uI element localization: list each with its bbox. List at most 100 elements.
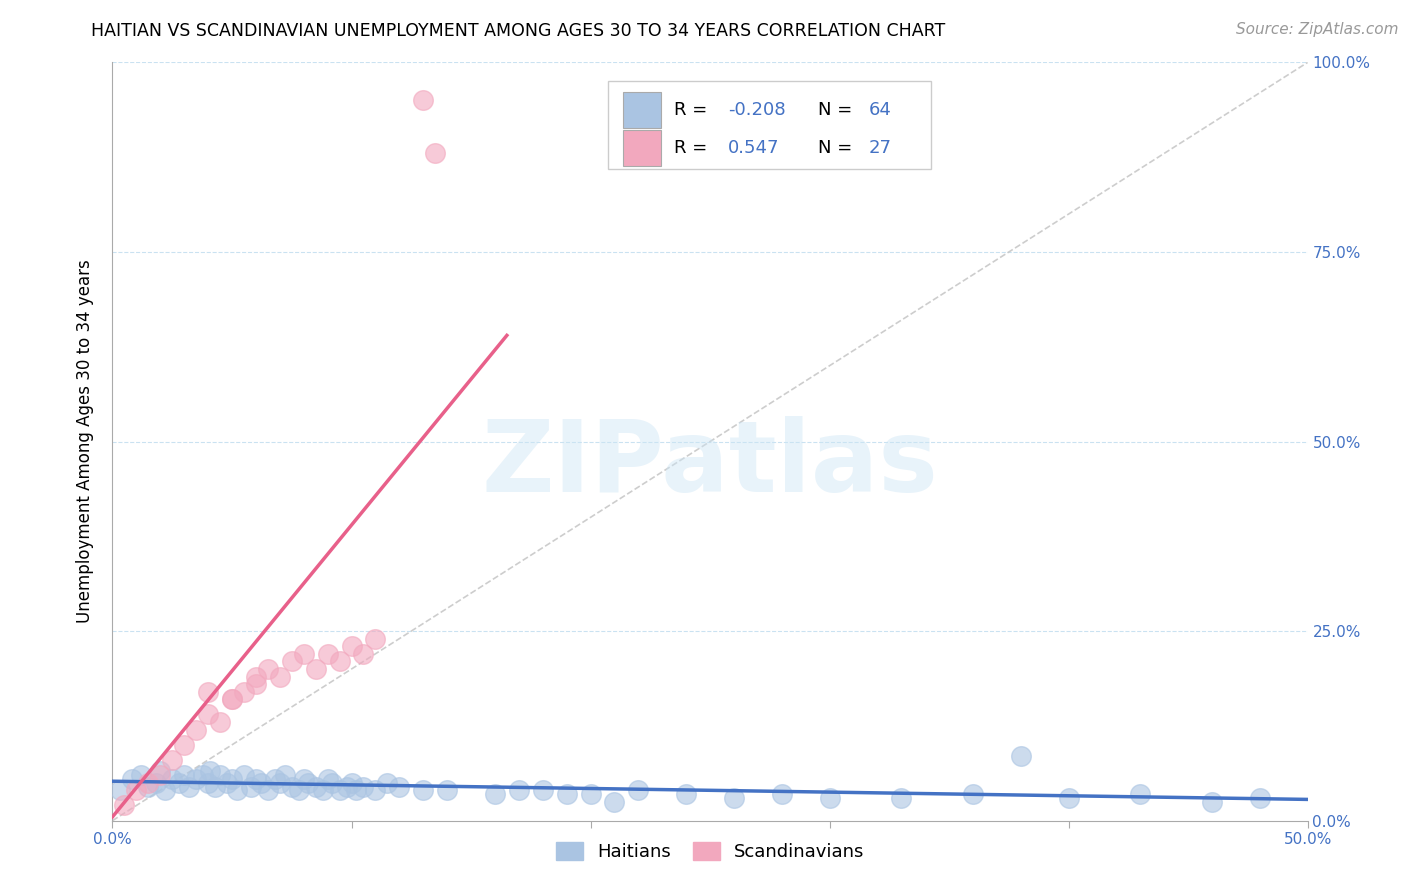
- Point: [197, 776, 219, 790]
- Point: [281, 655, 304, 669]
- Point: [288, 783, 311, 797]
- Point: [186, 723, 208, 737]
- Point: [233, 685, 256, 699]
- Point: [1201, 795, 1223, 809]
- Text: 27: 27: [869, 139, 891, 157]
- Point: [264, 772, 287, 786]
- Y-axis label: Unemployment Among Ages 30 to 34 years: Unemployment Among Ages 30 to 34 years: [76, 260, 94, 624]
- Text: HAITIAN VS SCANDINAVIAN UNEMPLOYMENT AMONG AGES 30 TO 34 YEARS CORRELATION CHART: HAITIAN VS SCANDINAVIAN UNEMPLOYMENT AMO…: [91, 22, 946, 40]
- Point: [281, 780, 304, 794]
- Point: [336, 780, 359, 794]
- Point: [962, 787, 984, 801]
- Point: [221, 692, 243, 706]
- Point: [249, 776, 271, 790]
- Point: [173, 768, 195, 782]
- Point: [603, 795, 626, 809]
- Point: [162, 772, 183, 786]
- Point: [508, 783, 530, 797]
- Point: [412, 783, 434, 797]
- Point: [173, 738, 195, 752]
- Point: [209, 715, 232, 730]
- Text: 64: 64: [869, 101, 891, 120]
- Point: [197, 707, 219, 722]
- Point: [162, 753, 183, 767]
- Point: [114, 798, 135, 813]
- Point: [292, 772, 315, 786]
- Text: ZIPatlas: ZIPatlas: [482, 416, 938, 513]
- Point: [364, 632, 387, 646]
- Point: [316, 772, 339, 786]
- Point: [1057, 791, 1080, 805]
- Point: [675, 787, 697, 801]
- Point: [329, 655, 352, 669]
- Point: [352, 780, 374, 794]
- Point: [388, 780, 411, 794]
- Point: [257, 662, 280, 676]
- Point: [344, 783, 367, 797]
- Text: N =: N =: [818, 139, 858, 157]
- Point: [186, 772, 208, 786]
- Point: [217, 776, 239, 790]
- Point: [316, 647, 339, 661]
- Point: [364, 783, 387, 797]
- Point: [329, 783, 352, 797]
- Point: [377, 776, 399, 790]
- Point: [269, 776, 291, 790]
- Point: [169, 776, 191, 790]
- Point: [818, 791, 841, 805]
- Point: [257, 783, 280, 797]
- Point: [723, 791, 745, 805]
- Point: [1010, 749, 1032, 764]
- Text: -0.208: -0.208: [728, 101, 786, 120]
- Point: [1249, 791, 1271, 805]
- Point: [292, 647, 315, 661]
- Point: [125, 783, 148, 797]
- Point: [204, 780, 226, 794]
- Point: [269, 669, 291, 683]
- Text: 0.547: 0.547: [728, 139, 779, 157]
- Point: [177, 780, 200, 794]
- Point: [209, 768, 232, 782]
- Point: [138, 780, 160, 794]
- Point: [221, 692, 243, 706]
- Point: [197, 685, 219, 699]
- Point: [200, 764, 222, 779]
- Point: [273, 768, 295, 782]
- Point: [770, 787, 793, 801]
- Point: [245, 772, 267, 786]
- Point: [240, 780, 263, 794]
- Point: [121, 772, 143, 786]
- Point: [305, 780, 328, 794]
- FancyBboxPatch shape: [609, 81, 931, 169]
- Point: [245, 669, 267, 683]
- Point: [352, 647, 374, 661]
- Point: [225, 783, 247, 797]
- FancyBboxPatch shape: [623, 92, 661, 128]
- Point: [129, 768, 152, 782]
- Point: [1129, 787, 1152, 801]
- Point: [627, 783, 650, 797]
- Point: [890, 791, 912, 805]
- Point: [340, 776, 363, 790]
- Legend: Haitians, Scandinavians: Haitians, Scandinavians: [548, 835, 872, 869]
- Point: [149, 768, 172, 782]
- Point: [579, 787, 602, 801]
- Text: Source: ZipAtlas.com: Source: ZipAtlas.com: [1236, 22, 1399, 37]
- Point: [484, 787, 506, 801]
- Point: [193, 768, 215, 782]
- Point: [221, 772, 243, 786]
- Text: R =: R =: [675, 139, 713, 157]
- Point: [425, 146, 447, 161]
- Point: [108, 783, 131, 797]
- Text: R =: R =: [675, 101, 713, 120]
- Point: [531, 783, 554, 797]
- FancyBboxPatch shape: [623, 130, 661, 166]
- Point: [305, 662, 328, 676]
- Point: [436, 783, 458, 797]
- Point: [555, 787, 578, 801]
- Point: [138, 776, 160, 790]
- Point: [153, 783, 176, 797]
- Point: [312, 783, 335, 797]
- Point: [297, 776, 319, 790]
- Text: N =: N =: [818, 101, 858, 120]
